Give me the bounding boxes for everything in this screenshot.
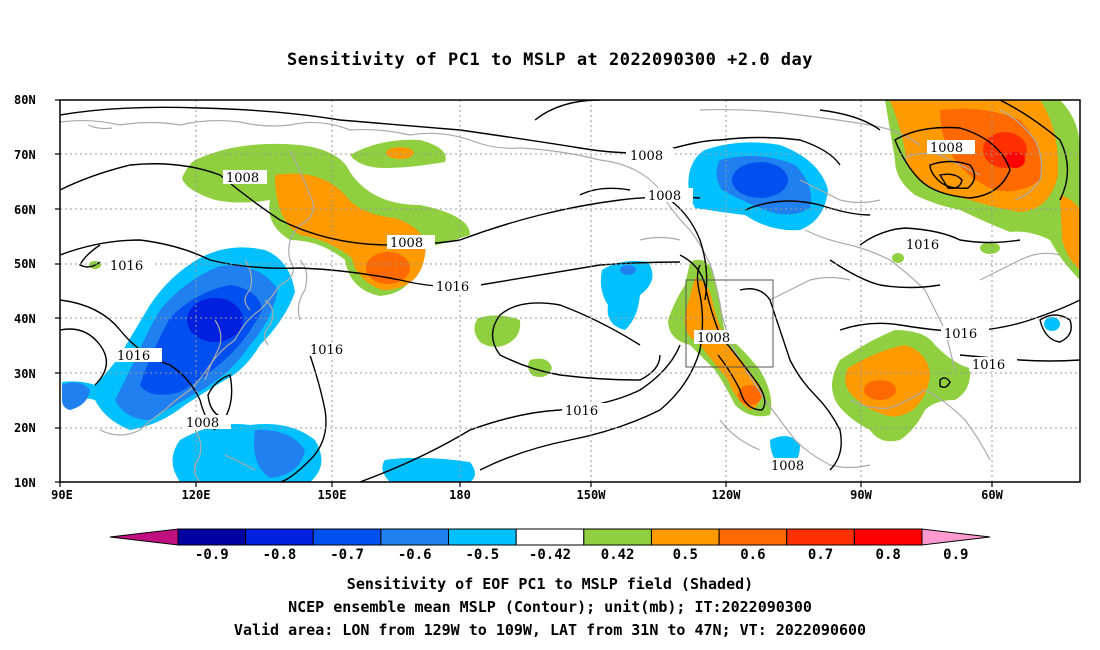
grid-lines xyxy=(60,100,1080,482)
colorbar-label: -0.7 xyxy=(330,547,364,563)
colorbar xyxy=(109,528,991,546)
contour-label: 1016 xyxy=(565,404,598,419)
contour-label: 1008 xyxy=(390,236,423,251)
lat-label: 50N xyxy=(14,257,36,271)
contour-label: 1008 xyxy=(930,141,963,156)
colorbar-swatch xyxy=(448,528,517,546)
lat-label: 80N xyxy=(14,93,36,107)
contour-label: 1008 xyxy=(186,416,219,431)
colorbar-under-triangle xyxy=(109,528,179,546)
contour-label: 1016 xyxy=(972,358,1005,373)
colorbar-swatch xyxy=(515,528,585,546)
positive-core-bering xyxy=(366,252,410,284)
colorbar-over-triangle xyxy=(921,528,991,546)
lat-label: 30N xyxy=(14,367,36,381)
contour-label: 1008 xyxy=(771,459,804,474)
contour-label: 1016 xyxy=(110,259,143,274)
colorbar-label: 0.42 xyxy=(601,547,635,563)
colorbar-swatch xyxy=(380,528,450,546)
colorbar-label: -0.42 xyxy=(529,547,571,563)
lon-label: 120W xyxy=(712,488,742,502)
axis-ticks xyxy=(55,99,993,487)
colorbar-label: -0.9 xyxy=(195,547,229,563)
colorbar-label: -0.6 xyxy=(398,547,432,563)
lon-label: 150E xyxy=(318,488,347,502)
contour-labels: 1008 1008 1008 1008 1008 1008 1008 1008 … xyxy=(107,140,1017,474)
colorbar-swatch xyxy=(786,528,855,546)
colorbar-swatch xyxy=(312,528,382,546)
colorbar-label: 0.9 xyxy=(943,547,968,563)
lat-labels: 80N 70N 60N 50N 40N 30N 20N 10N xyxy=(14,93,36,490)
lat-label: 60N xyxy=(14,203,36,217)
colorbar-swatch xyxy=(177,528,247,546)
colorbar-label: 0.5 xyxy=(673,547,698,563)
colorbar-label: -0.8 xyxy=(263,547,297,563)
contour-label: 1016 xyxy=(906,238,939,253)
contour-label: 1008 xyxy=(630,149,663,164)
lon-label: 90E xyxy=(51,488,73,502)
lon-label: 180 xyxy=(449,488,471,502)
lat-label: 40N xyxy=(14,312,36,326)
colorbar-label: 0.6 xyxy=(740,547,765,563)
lat-label: 10N xyxy=(14,476,36,490)
contour-label: 1008 xyxy=(648,189,681,204)
caption-line-3: Valid area: LON from 129W to 109W, LAT f… xyxy=(233,621,867,639)
colorbar-swatch xyxy=(245,528,314,546)
caption-line-2: NCEP ensemble mean MSLP (Contour); unit(… xyxy=(288,598,812,616)
contour-label: 1016 xyxy=(944,327,977,342)
colorbar-swatch xyxy=(853,528,923,546)
lon-label: 150W xyxy=(577,488,607,502)
colorbar-swatch xyxy=(650,528,720,546)
lon-label: 60W xyxy=(981,488,1003,502)
contour-label: 1016 xyxy=(117,349,150,364)
colorbar-label: 0.7 xyxy=(808,547,833,563)
contour-label: 1016 xyxy=(436,280,469,295)
colorbar-swatch xyxy=(718,528,788,546)
lon-label: 90W xyxy=(850,488,872,502)
colorbar-label: 0.8 xyxy=(876,547,901,563)
contour-label: 1016 xyxy=(310,343,343,358)
map-title: Sensitivity of PC1 to MSLP at 2022090300… xyxy=(286,50,813,70)
colorbar-labels: -0.9 -0.8 -0.7 -0.6 -0.5 -0.42 0.42 0.5 0.6 0.7 0.… xyxy=(195,547,969,563)
lat-label: 20N xyxy=(14,421,36,435)
contour-label: 1008 xyxy=(226,171,259,186)
caption-line-1: Sensitivity of EOF PC1 to MSLP field (Sh… xyxy=(346,575,754,593)
colorbar-swatch xyxy=(583,528,652,546)
map-frame xyxy=(59,99,1081,483)
contour-label: 1008 xyxy=(697,331,730,346)
lon-labels: 90E 120E 150E 180 150W 120W 90W 60W xyxy=(51,488,1003,502)
lat-label: 70N xyxy=(14,148,36,162)
lon-label: 120E xyxy=(182,488,211,502)
valid-area-box xyxy=(685,279,774,368)
colorbar-label: -0.5 xyxy=(466,547,500,563)
coastlines xyxy=(60,108,1061,482)
